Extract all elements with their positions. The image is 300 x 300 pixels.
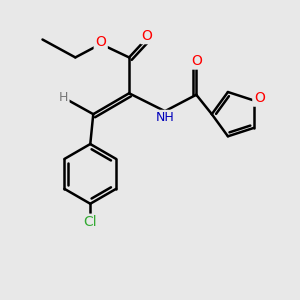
Text: H: H — [59, 91, 68, 104]
Text: O: O — [142, 28, 152, 43]
Text: O: O — [254, 91, 265, 105]
Text: O: O — [95, 35, 106, 50]
Text: Cl: Cl — [83, 215, 97, 229]
Text: NH: NH — [156, 111, 174, 124]
Text: O: O — [191, 54, 202, 68]
